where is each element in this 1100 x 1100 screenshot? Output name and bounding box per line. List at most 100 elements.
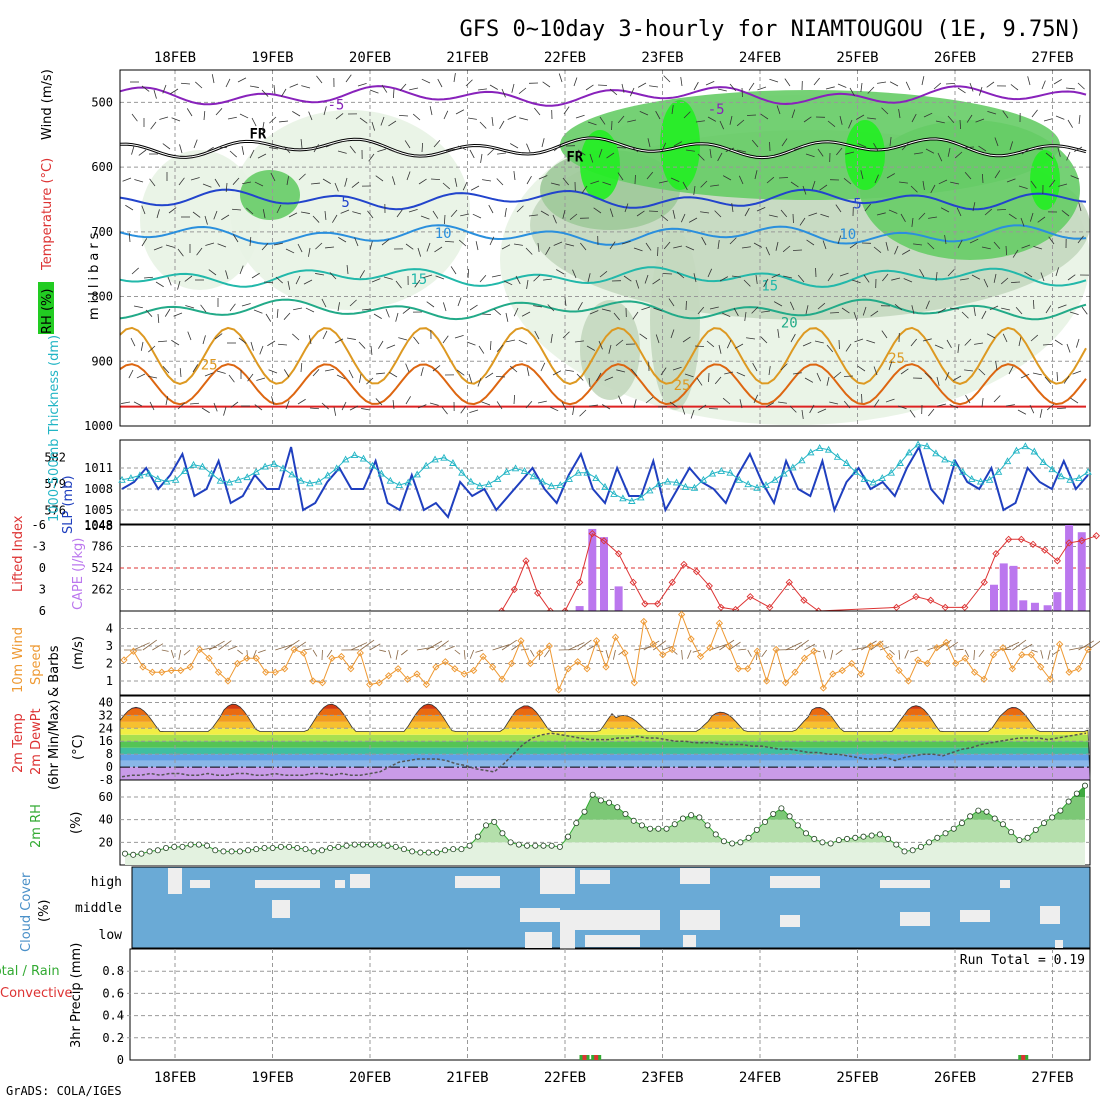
wind-barb [231,208,242,211]
wind-barb [975,118,985,123]
wind-barb [792,372,802,375]
wind-barb [627,119,637,123]
wind-barb [579,409,587,417]
wind-barb [981,398,984,408]
wind-barb [426,242,431,252]
wind-barb [744,311,747,321]
wind-barb [930,184,936,194]
rh-point [606,799,613,806]
wind-barb [835,204,842,213]
slp-tick: 1048 [84,519,113,533]
wind-barb [784,78,791,87]
wind-speed-point [592,637,601,645]
wind-barb [204,215,208,225]
cape-bar [1043,605,1052,611]
lifted-index-point [746,593,754,601]
wind-barb [888,209,898,214]
wind-barb [781,138,788,147]
wind-barb [937,152,943,162]
wind-barb [993,395,1001,403]
wind-speed-point [394,665,402,673]
wind-barb [845,343,852,352]
thickness-line [121,443,1089,502]
wind-barb [405,243,414,250]
wind-barb [1043,118,1053,122]
wind-barb [1042,343,1053,346]
cape-bar [999,563,1008,611]
surface-barb [326,649,333,658]
wind-barb [157,340,168,343]
wind-barb [542,81,551,88]
wind-barb [564,297,567,307]
rh-point [277,843,284,850]
wind-barb [338,237,347,243]
thickness-point [637,493,645,501]
wind-barb [545,246,551,255]
surface-barb [761,649,767,658]
wind-barb [204,372,214,377]
wind-barb [864,203,871,212]
surface-barb [475,649,484,653]
rh-point [868,832,875,839]
wind-barb [450,266,457,275]
wind-barb [537,400,547,404]
wind-barb [577,149,586,156]
lifted-index-point [992,550,1000,558]
wind-barb [187,331,192,341]
surface-barb [692,649,701,653]
wind-barb [308,111,313,121]
wind-barb [563,106,570,115]
wind-speed-point [999,644,1007,652]
wind-barb [513,171,516,181]
lifted-index-label: Lifted Index [11,515,26,592]
wind-barb [599,116,606,125]
surface-barb [227,645,238,651]
wind-barb [633,399,637,409]
thickness-point [413,470,421,478]
wind-barb [624,203,629,213]
slp-line [121,444,1089,519]
wind-barb [1032,372,1042,376]
cloud-cell [880,880,930,888]
wind-barb [465,79,473,87]
wind-barb [253,309,263,314]
wind-barb [813,77,820,86]
wind-barb [1066,151,1071,161]
wind-barb [817,408,827,414]
rh-point [195,841,202,848]
wind-barb [300,139,303,149]
wind10m-label: 10m Wind [11,627,26,693]
surface-barb [445,645,455,651]
wind-barb [725,147,735,153]
wind10m-unit-label: (m/s) [71,636,86,670]
wind-barb [609,88,618,96]
rh-point [720,838,727,845]
wind-barb [714,376,722,385]
wind-barb [442,335,449,344]
wind-barb [279,120,289,123]
lifted-index-point [961,603,969,612]
wind-barb [377,148,387,153]
rh-point [376,841,383,848]
wind-barb [553,145,562,152]
wind-barb [251,117,257,127]
wind-barb [193,139,198,149]
wind-barb [870,310,879,317]
top-date-label: 19FEB [251,50,293,66]
surface-barb [978,649,985,658]
wind-barb [457,145,467,151]
surface-barb [860,640,877,651]
wind-barb [632,311,639,320]
wind-barb [435,275,445,280]
lifted-tick: 0 [39,561,46,575]
thickness-point [959,467,967,475]
wind-barb [848,119,853,129]
wind-barb [928,408,935,417]
wind-barb [849,242,858,249]
wind-barb [573,77,578,87]
wind-barb [487,148,495,156]
wind-label: Wind (m/s) [40,69,55,140]
run-total: Run Total = 0.19 [960,953,1085,968]
wind-barb [621,240,631,245]
